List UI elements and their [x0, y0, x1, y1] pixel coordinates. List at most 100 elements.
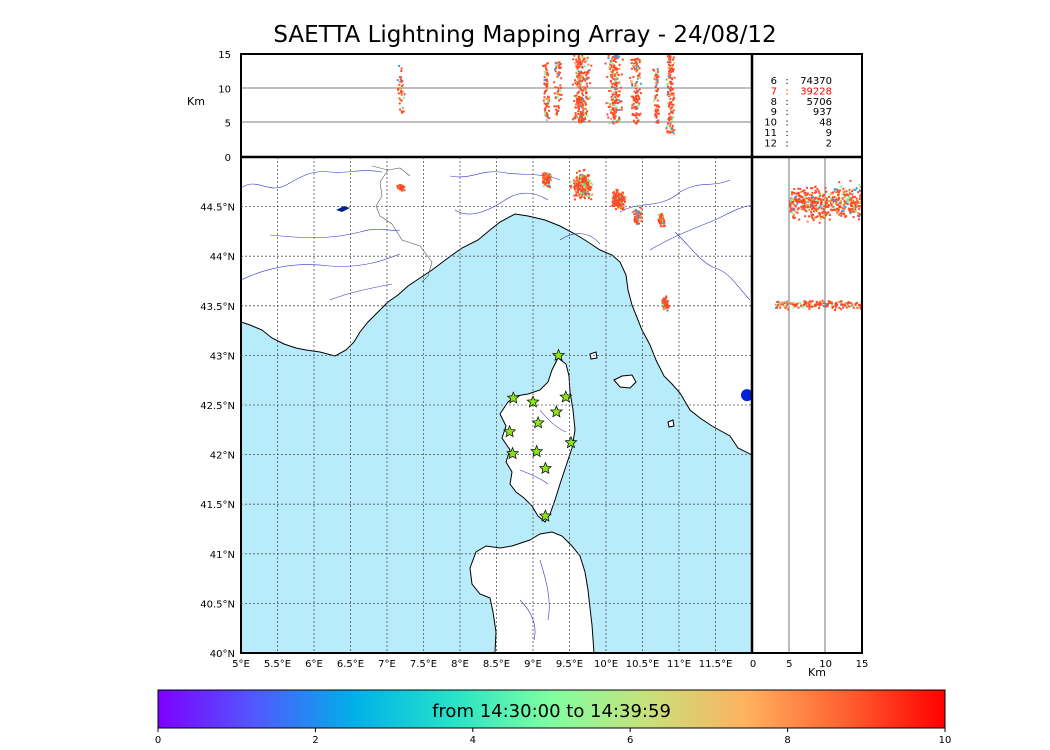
lightning-source — [636, 94, 639, 97]
lightning-source — [610, 64, 613, 67]
lightning-source — [612, 69, 615, 72]
lightning-source — [822, 301, 825, 304]
lightning-source — [608, 62, 611, 65]
map-y-tick-label: 42°N — [210, 451, 235, 462]
lightning-source — [606, 75, 609, 78]
lightning-source — [545, 86, 548, 89]
lightning-source — [559, 97, 562, 100]
lightning-source — [577, 177, 580, 180]
lightning-source — [612, 56, 615, 59]
lightning-source — [668, 70, 671, 73]
lightning-source — [612, 101, 615, 104]
map-x-tick-label: 9°E — [524, 659, 542, 670]
lightning-source — [667, 87, 670, 90]
lightning-source — [640, 92, 643, 95]
lightning-source — [542, 99, 545, 102]
lightning-source — [858, 189, 861, 192]
lightning-source — [580, 81, 583, 84]
lightning-source — [581, 174, 584, 177]
lightning-source — [400, 186, 403, 189]
lightning-source — [559, 62, 562, 65]
map-y-tick-label: 42.5°N — [200, 401, 235, 412]
lightning-source — [614, 204, 617, 207]
lightning-source — [840, 303, 843, 306]
lightning-source — [845, 306, 848, 309]
lightning-source — [543, 64, 546, 67]
lightning-source — [573, 116, 576, 119]
lightning-source — [574, 112, 577, 115]
lightning-source — [401, 90, 404, 93]
lightning-source — [659, 222, 662, 225]
lightning-source — [546, 82, 549, 85]
lightning-source — [791, 197, 794, 200]
lightning-source — [810, 208, 813, 211]
lightning-source — [669, 101, 672, 104]
lightning-source — [581, 106, 584, 109]
river — [519, 469, 549, 485]
lightning-source — [858, 303, 861, 306]
lightning-source — [615, 67, 618, 70]
lightning-source — [856, 214, 859, 217]
lightning-source — [546, 84, 549, 87]
lightning-source — [584, 112, 587, 115]
lightning-source — [577, 56, 580, 59]
lightning-source — [587, 196, 590, 199]
lightning-source — [555, 62, 558, 65]
lightning-source — [398, 97, 401, 100]
lightning-source — [852, 202, 855, 205]
lightning-source — [575, 183, 578, 186]
chart-title: SAETTA Lightning Mapping Array - 24/08/1… — [273, 22, 777, 48]
lightning-source — [833, 308, 836, 311]
lightning-source — [793, 204, 796, 207]
lightning-source — [849, 179, 852, 182]
lightning-source — [581, 104, 584, 107]
lightning-source — [849, 204, 852, 207]
lightning-source — [857, 201, 860, 204]
lightning-source — [670, 119, 673, 122]
lightning-source — [617, 95, 620, 98]
lightning-source — [610, 57, 613, 60]
lightning-source — [580, 75, 583, 78]
lightning-source — [546, 95, 549, 98]
lightning-source — [581, 89, 584, 92]
stat-sep: : — [785, 76, 788, 87]
lightning-source — [633, 62, 636, 65]
lightning-source — [579, 83, 582, 86]
mainland-france-italy — [241, 157, 752, 456]
lightning-source — [401, 83, 404, 86]
lightning-source — [844, 205, 847, 208]
lightning-source — [671, 131, 674, 134]
lightning-source — [821, 193, 824, 196]
lightning-source — [670, 92, 673, 95]
lightning-source — [832, 209, 835, 212]
lightning-source — [637, 76, 640, 79]
lightning-source — [801, 201, 804, 204]
lightning-source — [400, 99, 403, 102]
lightning-source — [581, 111, 584, 114]
lightning-source — [638, 102, 641, 105]
stat-level: 6 — [771, 76, 777, 87]
lightning-source — [583, 77, 586, 80]
lightning-source — [588, 187, 591, 190]
lightning-source — [670, 101, 673, 104]
lightning-source — [637, 113, 640, 116]
lightning-source — [671, 124, 674, 127]
lightning-source — [617, 197, 620, 200]
lightning-source — [828, 218, 831, 221]
lightning-source — [618, 82, 621, 85]
lightning-source — [802, 198, 805, 201]
map-y-tick-label: 43°N — [210, 351, 235, 362]
lightning-source — [396, 79, 399, 82]
lightning-source — [557, 73, 560, 76]
lightning-source — [669, 131, 672, 134]
lightning-source — [545, 78, 548, 81]
lightning-source — [546, 71, 549, 74]
lightning-source — [671, 126, 674, 129]
lightning-source — [656, 81, 659, 84]
lightning-source — [836, 303, 839, 306]
lightning-source — [579, 76, 582, 79]
lightning-source — [546, 116, 549, 119]
lightning-source — [614, 199, 617, 202]
lightning-source — [610, 59, 613, 62]
lightning-source — [787, 308, 790, 311]
